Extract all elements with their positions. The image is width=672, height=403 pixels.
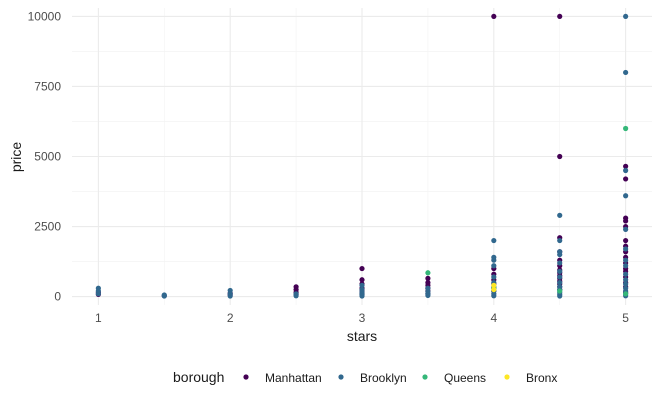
data-point-brooklyn (623, 193, 629, 199)
data-point-brooklyn (359, 282, 365, 288)
legend-label-manhattan: Manhattan (265, 371, 322, 385)
data-point-queens (623, 125, 629, 132)
data-point-brooklyn (491, 257, 497, 263)
data-point-brooklyn (491, 293, 497, 299)
data-point-brooklyn (557, 274, 563, 280)
data-point-brooklyn (623, 246, 629, 252)
data-point-brooklyn (623, 277, 629, 283)
data-point-brooklyn (557, 212, 563, 218)
data-point-brooklyn (425, 292, 431, 299)
y-tick-label: 5000 (34, 150, 61, 164)
data-point-brooklyn (293, 293, 299, 299)
x-tick-label: 5 (622, 311, 629, 325)
legend-label-bronx: Bronx (526, 371, 557, 385)
data-point-brooklyn (623, 167, 629, 174)
legend-key-queens (422, 374, 428, 380)
data-point-brooklyn (623, 281, 629, 287)
data-point-brooklyn (557, 237, 563, 244)
y-tick-label: 10000 (28, 9, 62, 23)
data-point-brooklyn (491, 237, 497, 244)
data-point-manhattan (359, 277, 365, 283)
data-point-queens (425, 270, 431, 276)
data-point-manhattan (623, 237, 629, 244)
legend-label-brooklyn: Brooklyn (360, 371, 407, 385)
data-point-queens (557, 288, 563, 294)
y-tick-label: 2500 (34, 220, 61, 234)
data-point-brooklyn (623, 69, 629, 76)
data-point-bronx (491, 282, 497, 288)
data-point-brooklyn (557, 279, 563, 286)
data-point-manhattan (623, 218, 629, 224)
data-point-brooklyn (623, 263, 629, 269)
y-tick-labels: 0 2500 5000 7500 10000 (28, 9, 62, 303)
data-point-queens (623, 291, 629, 297)
data-point-manhattan (491, 13, 497, 20)
x-tick-label: 4 (490, 311, 497, 325)
x-tick-label: 2 (227, 311, 234, 325)
data-point-brooklyn (623, 257, 629, 263)
data-point-brooklyn (161, 293, 167, 299)
legend-key-brooklyn (338, 374, 344, 380)
data-point-manhattan (359, 265, 365, 272)
legend-key-manhattan (243, 374, 249, 380)
y-tick-label: 0 (54, 290, 61, 304)
data-point-manhattan (623, 176, 629, 182)
x-tick-label: 3 (359, 311, 366, 325)
data-point-manhattan (557, 153, 563, 160)
data-point-brooklyn (557, 268, 563, 274)
legend-key-bronx (504, 374, 510, 380)
y-axis-title: price (8, 142, 24, 173)
data-point-manhattan (425, 275, 431, 281)
data-points (95, 13, 629, 299)
data-point-brooklyn (227, 293, 233, 299)
legend: borough Manhattan Brooklyn Queens Bronx (173, 369, 557, 385)
data-point-manhattan (557, 13, 563, 20)
data-point-brooklyn (557, 251, 563, 258)
data-point-brooklyn (557, 293, 563, 299)
legend-label-queens: Queens (444, 371, 486, 385)
y-tick-label: 7500 (34, 79, 61, 93)
legend-items: Manhattan Brooklyn Queens Bronx (243, 371, 557, 385)
data-point-brooklyn (95, 291, 101, 297)
data-point-brooklyn (623, 226, 629, 232)
data-point-bronx (491, 286, 497, 293)
data-point-manhattan (623, 163, 629, 169)
data-point-brooklyn (623, 271, 629, 277)
x-axis-title: stars (347, 328, 377, 344)
data-point-brooklyn (491, 274, 497, 280)
legend-title: borough (173, 369, 224, 385)
data-point-brooklyn (491, 263, 497, 269)
data-point-brooklyn (557, 260, 563, 266)
x-tick-labels: 1 2 3 4 5 (95, 311, 629, 325)
x-tick-label: 1 (95, 311, 102, 325)
data-point-brooklyn (623, 13, 629, 20)
data-point-brooklyn (359, 293, 365, 299)
